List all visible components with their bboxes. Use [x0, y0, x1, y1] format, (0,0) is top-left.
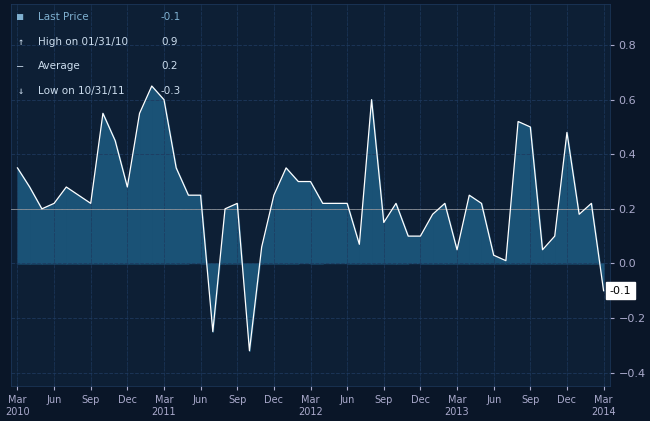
Text: 0.9: 0.9 [161, 37, 177, 47]
Text: -0.3: -0.3 [161, 86, 181, 96]
Text: High on 01/31/10: High on 01/31/10 [38, 37, 128, 47]
Text: -0.1: -0.1 [610, 286, 631, 296]
Text: ■: ■ [18, 12, 23, 22]
Text: ↑: ↑ [18, 37, 23, 47]
Text: 0.2: 0.2 [161, 61, 177, 72]
Text: -0.1: -0.1 [161, 12, 181, 22]
Text: —: — [18, 61, 23, 72]
Text: Average: Average [38, 61, 81, 72]
Text: ↓: ↓ [18, 86, 23, 96]
Text: Low on 10/31/11: Low on 10/31/11 [38, 86, 125, 96]
Text: Last Price: Last Price [38, 12, 89, 22]
